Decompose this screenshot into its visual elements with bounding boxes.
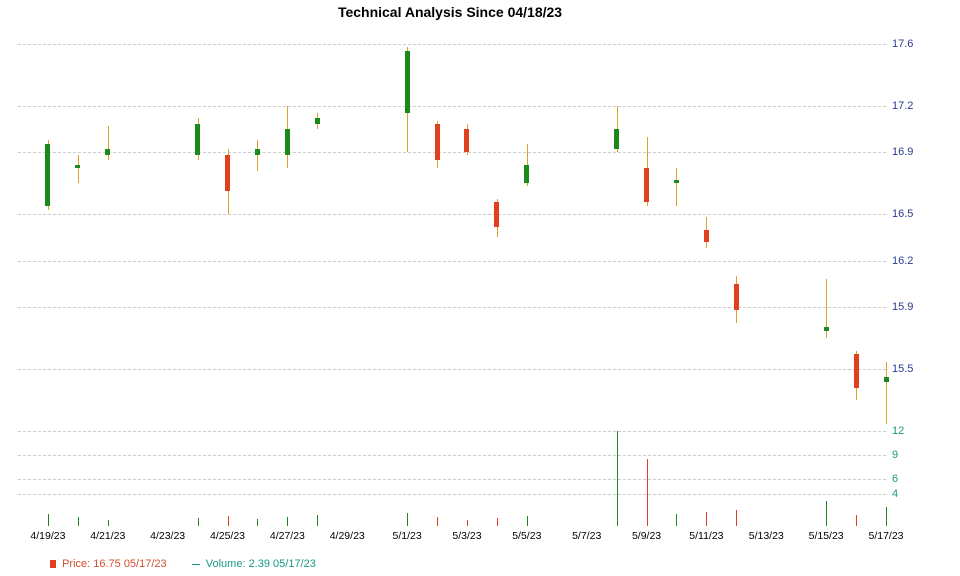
candle-body [75,165,80,168]
candle-body [494,202,499,227]
x-tick: 5/5/23 [512,530,541,542]
candlestick-chart: Technical Analysis Since 04/18/23 15.515… [0,0,960,576]
volume-bar [317,515,318,526]
gridline [18,494,886,495]
x-tick: 4/21/23 [90,530,125,542]
x-tick: 5/11/23 [689,530,723,542]
gridline [18,261,886,262]
legend-volume-label: Volume: 2.39 05/17/23 [206,558,316,570]
candle-body [225,155,230,191]
candle-body [524,165,529,184]
x-tick: 5/1/23 [392,530,421,542]
y-tick-price: 16.9 [892,146,930,158]
volume-bar [706,512,707,526]
gridline [18,106,886,107]
gridline [18,455,886,456]
candle-body [45,144,50,206]
y-tick-price: 15.5 [892,363,930,375]
y-tick-volume: 12 [892,425,924,437]
candle-body [464,129,469,152]
volume-bar [826,501,827,526]
volume-swatch-icon [192,564,200,565]
gridline [18,431,886,432]
volume-bar [467,520,468,526]
candle-wick [257,140,258,171]
y-tick-price: 16.5 [892,208,930,220]
price-swatch-icon [50,560,56,568]
y-tick-volume: 6 [892,473,924,485]
legend-price-label: Price: 16.75 05/17/23 [62,558,167,570]
y-tick-volume: 9 [892,449,924,461]
x-tick: 5/15/23 [809,530,844,542]
volume-bar [287,517,288,526]
x-tick: 4/19/23 [30,530,65,542]
y-tick-price: 17.6 [892,38,930,50]
x-tick: 5/17/23 [868,530,903,542]
volume-bar [48,514,49,526]
candle-body [704,230,709,242]
volume-bar [108,520,109,526]
candle-body [315,118,320,124]
candle-wick [886,362,887,424]
volume-bar [407,513,408,526]
volume-bar [257,519,258,526]
candle-body [405,51,410,113]
x-tick: 4/23/23 [150,530,185,542]
x-tick: 4/29/23 [330,530,365,542]
x-tick: 5/13/23 [749,530,784,542]
candle-wick [78,155,79,183]
volume-bar [647,459,648,526]
gridline [18,369,886,370]
y-tick-price: 15.9 [892,301,930,313]
y-tick-price: 17.2 [892,100,930,112]
gridline [18,44,886,45]
volume-bar [886,507,887,526]
legend-price: Price: 16.75 05/17/23 [50,558,167,570]
x-tick: 5/9/23 [632,530,661,542]
x-tick: 4/27/23 [270,530,305,542]
volume-bar [78,517,79,526]
y-tick-volume: 4 [892,488,924,500]
candle-body [105,149,110,155]
x-tick: 4/25/23 [210,530,245,542]
volume-bar [856,515,857,526]
candle-body [614,129,619,149]
candle-body [674,180,679,183]
chart-title: Technical Analysis Since 04/18/23 [0,4,900,20]
x-tick: 5/3/23 [452,530,481,542]
legend-volume: Volume: 2.39 05/17/23 [192,558,316,570]
candle-body [255,149,260,155]
gridline [18,152,886,153]
candle-body [824,327,829,330]
plot-area: 15.515.916.216.516.917.217.6469124/19/23… [18,28,886,526]
candle-body [644,168,649,202]
gridline [18,479,886,480]
volume-bar [527,516,528,526]
gridline [18,307,886,308]
candle-body [884,377,889,382]
candle-wick [676,168,677,207]
candle-body [195,124,200,155]
candle-body [435,124,440,160]
volume-bar [437,517,438,526]
volume-bar [617,431,618,526]
gridline [18,214,886,215]
volume-bar [736,510,737,526]
x-tick: 5/7/23 [572,530,601,542]
volume-bar [497,518,498,526]
candle-body [734,284,739,310]
candle-body [854,354,859,388]
volume-bar [228,516,229,526]
legend: Price: 16.75 05/17/23 Volume: 2.39 05/17… [50,558,338,570]
volume-bar [676,514,677,526]
candle-body [285,129,290,155]
volume-bar [198,518,199,526]
y-tick-price: 16.2 [892,255,930,267]
